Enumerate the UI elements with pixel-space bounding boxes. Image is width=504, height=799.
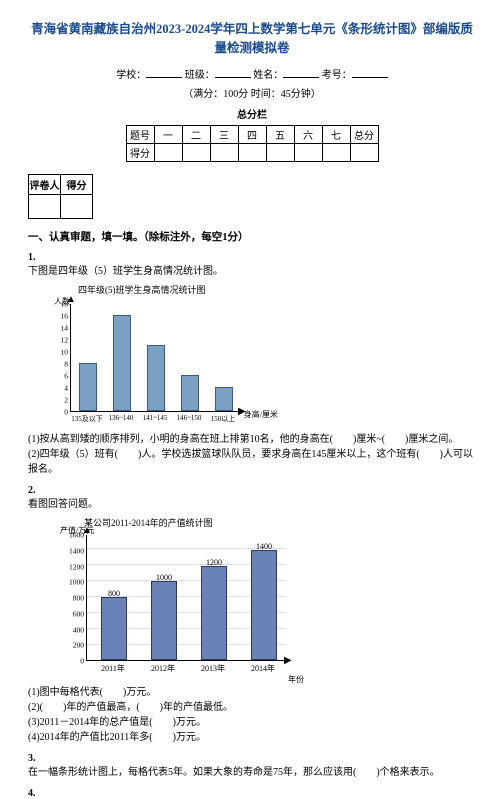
q3-text: 在一幅条形统计图上，每格代表5年。如果大象的寿命是75年，那么应该用( )个格来… <box>28 766 476 780</box>
bar <box>215 387 233 411</box>
x-label: 150以上 <box>207 414 239 424</box>
y-tick: 4 <box>56 384 68 393</box>
x-axis-label: 年份 <box>288 674 304 685</box>
y-tick: 1400 <box>62 546 84 555</box>
q2-chart-wrap: 某公司2011-2014年的产值统计图 产值/万元 ▲ 800100012001… <box>48 516 476 681</box>
y-tick: 18 <box>56 300 68 309</box>
y-tick: 16 <box>56 312 68 321</box>
page-title: 青海省黄南藏族自治州2023-2024学年四上数学第七单元《条形统计图》部编版质… <box>28 18 476 56</box>
bar <box>151 581 177 660</box>
score-table: 题号 一 二 三 四 五 六 七 总分 得分 <box>126 125 379 162</box>
q1-number: 1. <box>28 252 476 263</box>
plot-area <box>70 304 240 412</box>
section-1-heading: 一、认真审题，填一填。（除标注外，每空1分） <box>28 229 476 244</box>
y-tick: 2 <box>56 396 68 405</box>
exam-meta: （满分：100分 时间：45分钟） <box>28 85 476 100</box>
school-label: 学校： <box>116 70 146 81</box>
name-label: 姓名： <box>253 70 283 81</box>
q2-lines: (1)图中每格代表( )万元。 (2)( )年的产值最高，( )年的产值最低。 … <box>28 685 476 745</box>
bar-label: 800 <box>99 589 129 598</box>
q1-intro: 下图是四年级（5）班学生身高情况统计图。 <box>28 265 476 279</box>
y-tick: 800 <box>62 594 84 603</box>
y-tick: 14 <box>56 324 68 333</box>
th: 题号 <box>126 126 154 144</box>
q1-line-2: (2)四年级（5）班有( )人。学校选拔篮球队队员，要求身高在145厘米以上，这… <box>28 447 476 477</box>
q2-chart-title: 某公司2011-2014年的产值统计图 <box>84 516 476 529</box>
bar-label: 1000 <box>149 573 179 582</box>
td: 评卷人 <box>29 175 61 195</box>
x-axis-label: 身高/厘米 <box>244 409 278 420</box>
table-row: 得分 <box>126 144 378 162</box>
y-tick: 12 <box>56 336 68 345</box>
q4-number: 4. <box>28 788 476 799</box>
y-tick: 0 <box>56 408 68 417</box>
bar <box>113 315 131 411</box>
arrow-right-icon: ▶ <box>284 655 292 666</box>
x-label: 135及以下 <box>71 414 103 424</box>
x-label: 141~145 <box>139 414 171 422</box>
bar-label: 1200 <box>199 558 229 567</box>
th: 四 <box>238 126 266 144</box>
q2-line-3: (3)2011－2014年的总产值是( )万元。 <box>28 715 476 730</box>
y-tick: 8 <box>56 360 68 369</box>
th: 七 <box>322 126 350 144</box>
q2-intro: 看图回答问题。 <box>28 498 476 512</box>
q2-line-4: (4)2014年的产值比2011年多( )万元。 <box>28 730 476 745</box>
y-tick: 1200 <box>62 562 84 571</box>
grader-table: 评卷人 得分 <box>28 174 93 219</box>
y-tick: 400 <box>62 625 84 634</box>
y-tick: 6 <box>56 372 68 381</box>
x-label: 2011年 <box>93 663 133 674</box>
q2-chart: 产值/万元 ▲ 800100012001400 ▶ 年份 02004006008… <box>48 531 298 681</box>
q1-chart-wrap: 四年级(5)班学生身高情况统计图 人数 ▲ ▶ 身高/厘米 0246810121… <box>38 283 476 428</box>
x-label: 2012年 <box>143 663 183 674</box>
y-tick: 0 <box>62 657 84 666</box>
table-row: 评卷人 得分 <box>29 175 93 195</box>
total-label: 总分栏 <box>28 106 476 121</box>
th: 六 <box>294 126 322 144</box>
bar <box>251 550 277 660</box>
th: 二 <box>182 126 210 144</box>
id-label: 考号： <box>322 70 352 81</box>
y-tick: 600 <box>62 609 84 618</box>
student-info-line: 学校： 班级： 姓名： 考号： <box>28 66 476 81</box>
td: 得分 <box>126 144 154 162</box>
table-row: 题号 一 二 三 四 五 六 七 总分 <box>126 126 378 144</box>
bar <box>101 597 127 660</box>
q1-line-1: (1)按从高到矮的顺序排列，小明的身高在班上排第10名，他的身高在( )厘米~(… <box>28 432 476 447</box>
q1-chart-title: 四年级(5)班学生身高情况统计图 <box>78 283 476 296</box>
q1-chart: 人数 ▲ ▶ 身高/厘米 024681012141618 135及以下136~1… <box>38 298 258 428</box>
th: 三 <box>210 126 238 144</box>
x-label: 136~140 <box>105 414 137 422</box>
q2-number: 2. <box>28 485 476 496</box>
y-tick: 1600 <box>62 531 84 540</box>
bar <box>181 375 199 411</box>
x-label: 2014年 <box>243 663 283 674</box>
bar-label: 1400 <box>249 542 279 551</box>
td: 得分 <box>61 175 93 195</box>
bar <box>79 363 97 411</box>
x-label: 2013年 <box>193 663 233 674</box>
y-tick: 200 <box>62 641 84 650</box>
q1-lines: (1)按从高到矮的顺序排列，小明的身高在班上排第10名，他的身高在( )厘米~(… <box>28 432 476 477</box>
q3-number: 3. <box>28 753 476 764</box>
table-row <box>29 195 93 219</box>
th: 一 <box>154 126 182 144</box>
bar <box>201 566 227 661</box>
y-tick: 10 <box>56 348 68 357</box>
th: 总分 <box>350 126 378 144</box>
th: 五 <box>266 126 294 144</box>
q2-line-1: (1)图中每格代表( )万元。 <box>28 685 476 700</box>
class-label: 班级： <box>185 70 215 81</box>
bar <box>147 345 165 411</box>
y-tick: 1000 <box>62 578 84 587</box>
plot-area: 800 1000 1200 1400 <box>86 535 286 661</box>
x-label: 146~150 <box>173 414 205 422</box>
